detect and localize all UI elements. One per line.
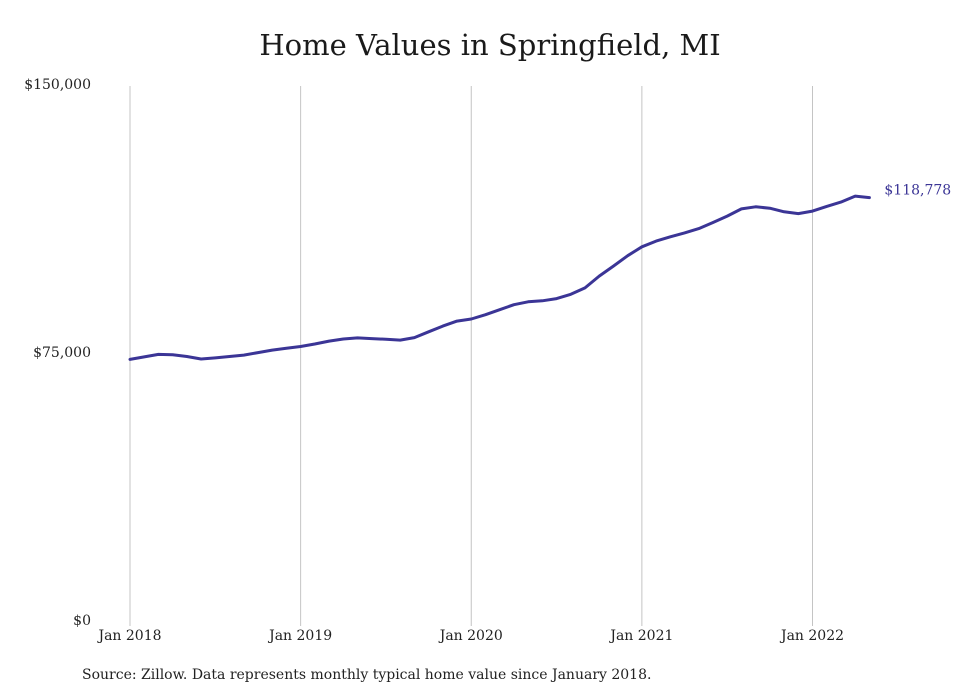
x-tick-label: Jan 2018 xyxy=(96,628,161,644)
x-tick-label: Jan 2019 xyxy=(267,628,332,644)
series-layer: $118,778 xyxy=(128,183,951,361)
y-axis-ticks: $0 $75,000 $150,000 xyxy=(24,77,91,629)
chart-title: Home Values in Springfield, MI xyxy=(259,28,721,62)
y-tick-label: $0 xyxy=(73,613,91,629)
x-tick-label: Jan 2022 xyxy=(779,628,844,644)
x-tick-label: Jan 2020 xyxy=(438,628,503,644)
series-line-0 xyxy=(128,194,871,361)
x-tick-label: Jan 2021 xyxy=(608,628,673,644)
y-tick-label: $75,000 xyxy=(33,345,91,361)
gridlines xyxy=(129,86,813,626)
series-end-label: $118,778 xyxy=(884,183,951,199)
source-note: Source: Zillow. Data represents monthly … xyxy=(82,667,652,683)
y-tick-label: $150,000 xyxy=(24,77,91,93)
x-axis-ticks: Jan 2018 Jan 2019 Jan 2020 Jan 2021 Jan 2022 xyxy=(96,628,844,644)
